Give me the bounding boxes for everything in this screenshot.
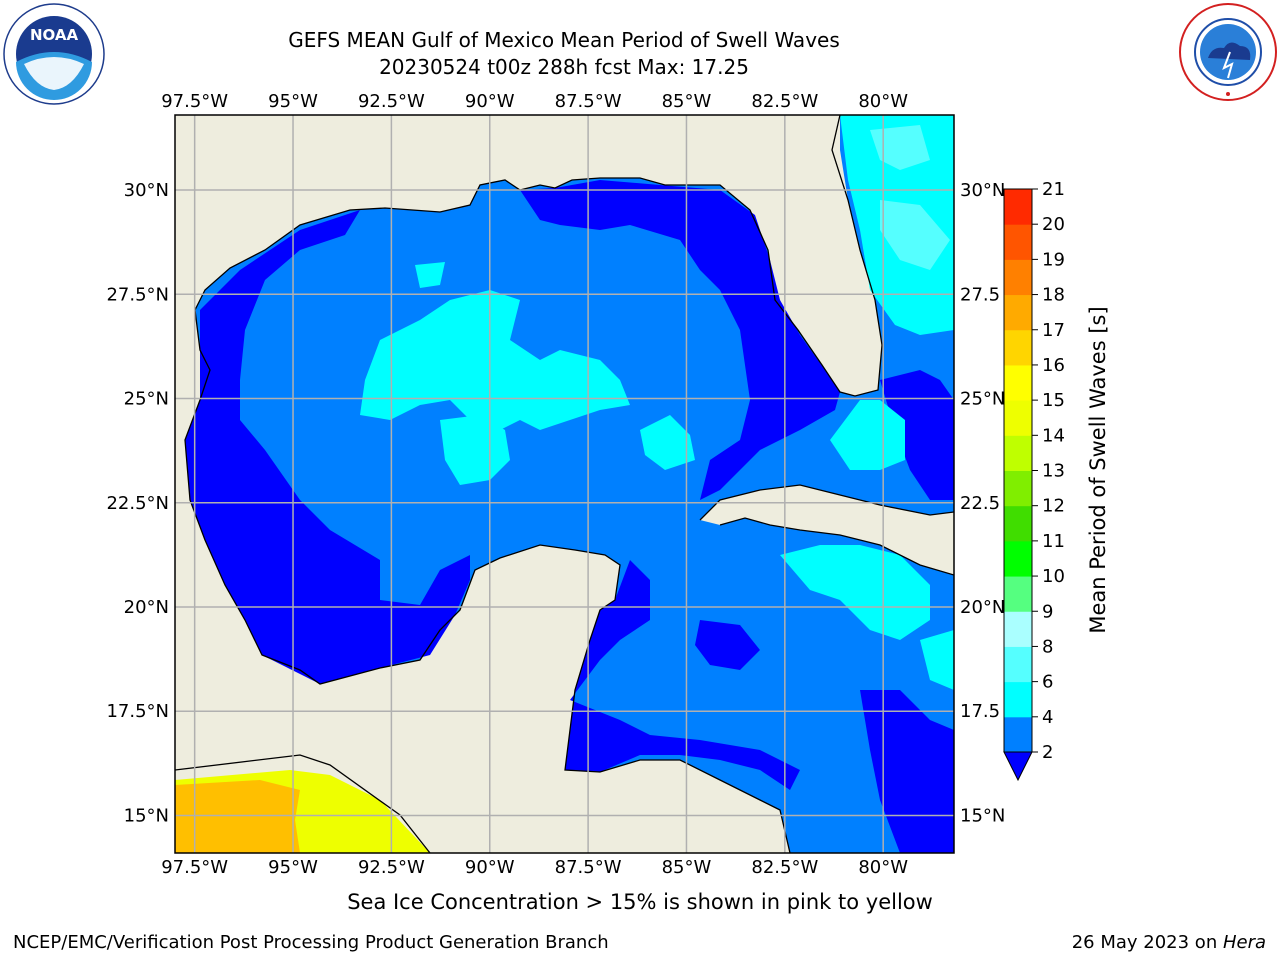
nws-logo <box>1179 3 1277 101</box>
lon-label: 82.5°W <box>751 91 818 112</box>
colorbar-swatch <box>1004 540 1032 577</box>
pacific-coastline <box>175 754 431 853</box>
lat-label: 15°N <box>960 805 1005 826</box>
lat-label: 25°N <box>960 389 1005 410</box>
map-field <box>175 115 954 853</box>
lon-label: 85°W <box>662 91 712 112</box>
lat-label: 20°N <box>960 597 1005 618</box>
lat-label: 20°N <box>124 597 169 618</box>
lon-label: 90°W <box>465 91 515 112</box>
colorbar-swatch <box>1004 259 1032 296</box>
colorbar-swatch <box>1004 224 1032 260</box>
lat-label: 22.5 <box>960 493 1000 514</box>
colorbar-tick-label: 13 <box>1042 461 1065 482</box>
lon-label: 80°W <box>858 857 908 878</box>
colorbar-swatch <box>1004 189 1032 225</box>
lon-label: 87.5°W <box>555 91 622 112</box>
lat-label: 27.5 <box>960 284 1000 305</box>
colorbar-swatch <box>1004 646 1032 683</box>
lat-labels-left: 30°N 27.5°N 25°N 22.5°N 20°N 17.5°N 15°N <box>106 180 169 826</box>
lat-labels-right: 30°N 27.5 25°N 22.5 20°N 17.5 15°N <box>960 180 1005 826</box>
noaa-logo-text: NOAA <box>30 26 79 44</box>
colorbar-swatch <box>1004 435 1032 471</box>
lon-label: 97.5°W <box>161 857 228 878</box>
lon-label: 80°W <box>858 91 908 112</box>
lat-label: 25°N <box>124 389 169 410</box>
colorbar-tick-label: 2 <box>1042 742 1053 763</box>
lat-label: 17.5 <box>960 701 1000 722</box>
colorbar-tick-label: 9 <box>1042 601 1053 622</box>
colorbar <box>1003 188 1033 782</box>
lon-label: 95°W <box>268 857 318 878</box>
host-name: Hera <box>1222 932 1266 953</box>
sea-ice-note: Sea Ice Concentration > 15% is shown in … <box>347 890 933 914</box>
lon-label: 92.5°W <box>358 91 425 112</box>
colorbar-tick-label: 17 <box>1042 320 1065 341</box>
lon-label: 87.5°W <box>555 857 622 878</box>
generation-date: 26 May 2023 on Hera <box>1072 932 1266 953</box>
lat-label: 17.5°N <box>106 701 169 722</box>
map-frame <box>174 114 955 854</box>
lon-label: 92.5°W <box>358 857 425 878</box>
colorbar-swatch <box>1004 576 1032 612</box>
colorbar-swatch <box>1004 716 1032 753</box>
graticule <box>175 115 954 853</box>
colorbar-swatch <box>1004 470 1032 507</box>
colorbar-swatch <box>1004 681 1032 718</box>
lon-label: 95°W <box>268 91 318 112</box>
lat-label: 27.5°N <box>106 284 169 305</box>
chart-subtitle: 20230524 t00z 288h fcst Max: 17.25 <box>379 55 749 79</box>
colorbar-tick-label: 10 <box>1042 566 1065 587</box>
lon-label: 97.5°W <box>161 91 228 112</box>
chart-title: GEFS MEAN Gulf of Mexico Mean Period of … <box>288 28 840 52</box>
colorbar-tick-label: 8 <box>1042 636 1053 657</box>
colorbar-tick-label: 19 <box>1042 249 1065 270</box>
colorbar-tick-label: 11 <box>1042 531 1065 552</box>
colorbar-swatch <box>1004 400 1032 436</box>
colorbar-tick-label: 15 <box>1042 390 1065 411</box>
coastlines <box>184 115 954 853</box>
colorbar-swatch <box>1004 611 1032 647</box>
colorbar-tick-label: 12 <box>1042 496 1065 517</box>
lon-label: 90°W <box>465 857 515 878</box>
colorbar-tick-label: 21 <box>1042 179 1065 200</box>
noaa-logo: NOAA <box>3 3 105 105</box>
pacific-orange-area <box>175 780 300 853</box>
colorbar-tick-label: 6 <box>1042 672 1053 693</box>
org-credit: NCEP/EMC/Verification Post Processing Pr… <box>13 932 609 953</box>
lat-label: 15°N <box>124 805 169 826</box>
colorbar-swatch <box>1004 294 1032 331</box>
lon-labels-top: 97.5°W 95°W 92.5°W 90°W 87.5°W 85°W 82.5°W 80°W <box>161 91 908 112</box>
colorbar-label: Mean Period of Swell Waves [s] <box>1086 306 1110 633</box>
lat-label: 30°N <box>960 180 1005 201</box>
colorbar-tick-label: 18 <box>1042 285 1065 306</box>
colorbar-tick-label: 14 <box>1042 425 1065 446</box>
colorbar-tick-label: 16 <box>1042 355 1065 376</box>
colorbar-extend <box>1003 751 1033 782</box>
lon-labels-bottom: 97.5°W 95°W 92.5°W 90°W 87.5°W 85°W 82.5°W 80°W <box>161 857 908 878</box>
lat-label: 22.5°N <box>106 493 169 514</box>
period-6-8-areas <box>870 125 950 270</box>
colorbar-swatch <box>1004 364 1032 401</box>
colorbar-tick-label: 4 <box>1042 707 1053 728</box>
lat-label: 30°N <box>124 180 169 201</box>
lon-label: 85°W <box>662 857 712 878</box>
colorbar-swatch <box>1004 505 1032 542</box>
colorbar-tick-label: 20 <box>1042 214 1065 235</box>
date-text: 26 May 2023 on <box>1071 932 1223 953</box>
colorbar-ticks: 2 4 6 8 9 10 11 12 13 14 15 16 17 18 19 20 21 <box>1032 179 1065 763</box>
colorbar-swatch <box>1004 329 1032 366</box>
lon-label: 82.5°W <box>751 857 818 878</box>
